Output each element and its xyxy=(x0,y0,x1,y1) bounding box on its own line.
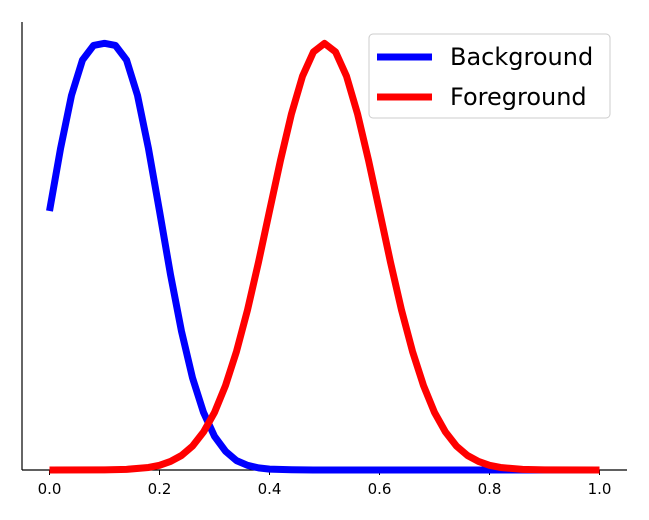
x-tick-label: 0.0 xyxy=(38,480,62,498)
x-tick-label: 0.6 xyxy=(368,480,392,498)
series-layer xyxy=(46,39,600,474)
x-tick-label: 0.2 xyxy=(148,480,172,498)
x-tick-label: 1.0 xyxy=(588,480,612,498)
x-ticks: 0.0 0.2 0.4 0.6 0.8 1.0 xyxy=(38,470,612,498)
legend-label-background: Background xyxy=(450,43,593,71)
legend: Background Foreground xyxy=(368,33,611,119)
x-tick-label: 0.8 xyxy=(478,480,502,498)
legend-label-foreground: Foreground xyxy=(450,83,587,111)
legend-items: Background Foreground xyxy=(377,43,593,111)
series-line-foreground xyxy=(49,39,600,474)
x-tick-label: 0.4 xyxy=(258,480,282,498)
series-line-background xyxy=(46,39,600,474)
